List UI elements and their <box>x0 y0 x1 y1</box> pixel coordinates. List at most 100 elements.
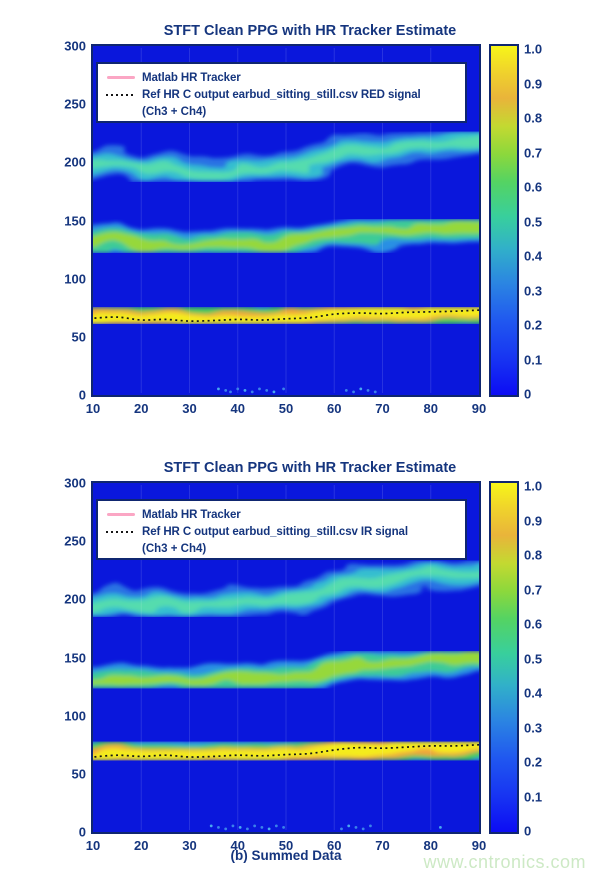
colorbar-tick-label: 0.2 <box>524 317 543 333</box>
legend-item-ref: Ref HR C output earbud_sitting_still.csv… <box>106 86 459 103</box>
noise-dot <box>243 388 247 392</box>
colorbar-tick-label: 1.0 <box>524 478 543 494</box>
noise-dot <box>238 825 242 829</box>
legend-label: Ref HR C output earbud_sitting_still.csv… <box>142 88 421 101</box>
legend-item-tracker: Matlab HR Tracker <box>106 506 459 523</box>
noise-dot <box>272 390 276 394</box>
colorbar-tick-label: 0.7 <box>524 582 543 597</box>
y-tick-label: 100 <box>64 271 86 287</box>
noise-dot <box>282 387 285 391</box>
x-tick-label: 50 <box>278 401 294 416</box>
y-tick-label: 150 <box>64 650 86 665</box>
dotted-line-icon <box>106 93 136 96</box>
watermark: www.cntronics.com <box>423 852 586 872</box>
noise-dot <box>229 390 232 394</box>
colorbar-tick-label: 0.4 <box>524 248 543 264</box>
legend: Matlab HR Tracker Ref HR C output earbud… <box>96 62 467 123</box>
y-tick-label: 100 <box>64 708 86 724</box>
ref-line-sample <box>106 530 136 533</box>
pink-line-icon <box>107 513 135 516</box>
colorbar-tick-label: 0 <box>524 823 532 839</box>
x-tick-label: 60 <box>327 401 342 416</box>
x-axis-label: (b) Summed Data <box>230 848 342 863</box>
colorbar-tick-label: 0.9 <box>524 513 543 528</box>
noise-dot <box>359 387 363 391</box>
colorbar <box>489 44 519 397</box>
colorbar-tick-label: 0.7 <box>524 145 543 160</box>
spectrogram-band-third-harmonic <box>93 125 479 189</box>
legend-label: Matlab HR Tracker <box>142 71 241 84</box>
x-tick-label: 80 <box>423 401 438 416</box>
noise-dot <box>258 387 261 391</box>
noise-dot <box>231 824 235 828</box>
y-tick-label: 50 <box>71 329 86 345</box>
colorbar-tick-label: 0.8 <box>524 547 543 563</box>
colorbar-tick-label: 0.1 <box>524 789 543 804</box>
noise-dot <box>265 388 269 392</box>
legend-item-ref: Ref HR C output earbud_sitting_still.csv… <box>106 523 459 540</box>
tracker-line-sample <box>106 76 136 79</box>
legend-label: Ref HR C output earbud_sitting_still.csv… <box>142 525 408 538</box>
legend-label-continued: (Ch3 + Ch4) <box>142 105 207 118</box>
y-tick-label: 250 <box>64 96 86 112</box>
plot-title: STFT Clean PPG with HR Tracker Estimate <box>163 460 457 476</box>
noise-dot <box>282 825 285 829</box>
noise-dot <box>369 824 372 828</box>
y-tick-label: 0 <box>78 824 86 840</box>
colorbar-tick-label: 0.2 <box>524 754 543 770</box>
colorbar-tick-label: 0.9 <box>524 76 543 91</box>
plot-title: STFT Clean PPG with HR Tracker Estimate <box>163 23 457 39</box>
noise-dot <box>439 825 442 829</box>
spectrogram-band-third-harmonic <box>93 555 479 623</box>
colorbar-tick-label: 0.4 <box>524 685 543 701</box>
noise-dot <box>267 827 271 831</box>
colorbar-tick-label: 0.3 <box>524 720 543 735</box>
colorbar <box>489 481 519 834</box>
figure-ir-signal: STFT Clean PPG with HR Tracker Estimate … <box>0 437 600 874</box>
x-tick-label: 10 <box>85 401 101 416</box>
y-tick-label: 200 <box>64 591 86 607</box>
noise-dot <box>274 824 278 828</box>
colorbar-tick-label: 0 <box>524 386 532 402</box>
noise-dot <box>246 827 249 831</box>
noise-dot <box>224 388 228 392</box>
spectrogram-band-second-harmonic <box>93 210 479 263</box>
y-tick-label: 300 <box>64 475 86 491</box>
x-tick-label: 30 <box>182 401 197 416</box>
y-tick-label: 0 <box>78 387 86 403</box>
noise-dot <box>209 824 213 828</box>
noise-dot <box>354 825 358 829</box>
x-tick-label: 40 <box>230 401 245 416</box>
ref-line-sample <box>106 93 136 96</box>
noise-dot <box>224 827 228 831</box>
pink-line-icon <box>107 76 135 79</box>
spectrogram-band-second-harmonic <box>93 642 479 697</box>
noise-dot <box>366 388 370 392</box>
colorbar-tick-label: 0.5 <box>524 214 543 229</box>
colorbar-tick-label: 0.5 <box>524 651 543 666</box>
noise-dot <box>217 387 220 391</box>
noise-dot <box>361 827 365 831</box>
colorbar-tick-label: 0.3 <box>524 283 543 298</box>
colorbar-tick-label: 0.1 <box>524 352 543 367</box>
noise-dot <box>250 390 254 394</box>
noise-dot <box>352 390 355 394</box>
colorbar-tick-label: 0.6 <box>524 179 543 195</box>
noise-dot <box>347 824 351 828</box>
dotted-line-icon <box>106 530 136 533</box>
noise-dot <box>344 388 348 392</box>
noise-dot <box>217 825 220 829</box>
x-tick-label: 90 <box>471 401 487 416</box>
spectrogram-band-fundamental <box>93 726 479 776</box>
noise-dot <box>373 390 377 394</box>
legend-item-ref-line2: (Ch3 + Ch4) <box>106 540 459 557</box>
y-tick-label: 150 <box>64 213 86 228</box>
spectrogram-band-fundamental <box>93 292 479 340</box>
noise-dot <box>260 825 264 829</box>
x-tick-label: 70 <box>375 401 390 416</box>
noise-dot <box>236 387 240 391</box>
x-tick-label: 20 <box>134 401 149 416</box>
y-tick-label: 50 <box>71 766 86 782</box>
colorbar-tick-label: 1.0 <box>524 41 543 57</box>
